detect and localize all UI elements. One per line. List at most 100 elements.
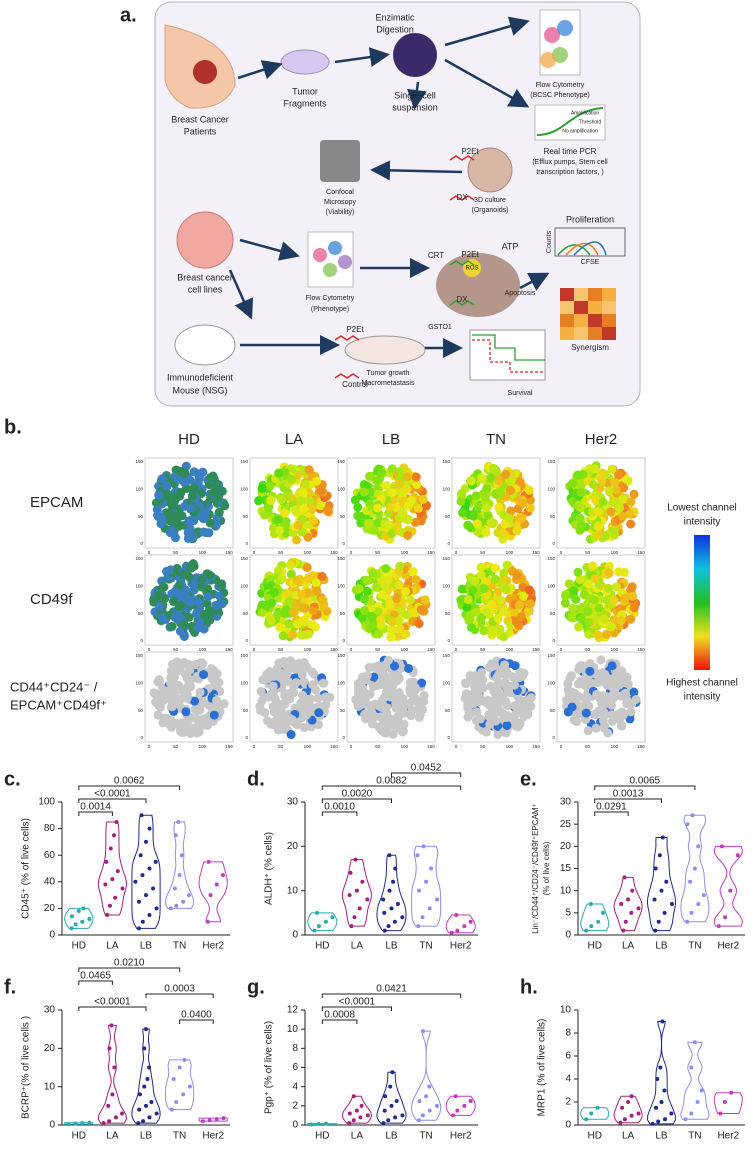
map-cell [584,701,594,711]
map-cell [588,480,598,490]
map-tick: 0 [148,744,151,749]
map-cell [476,614,486,624]
map-tick: 150 [637,647,645,652]
map-cell [269,587,279,597]
map-tick: 50 [138,708,144,713]
prolif-curve [573,241,607,256]
map-tick: 100 [135,681,143,686]
map-cell [381,564,391,574]
map-tick: 150 [240,556,248,561]
map-cell [392,593,402,603]
p-value: 0.0452 [411,763,442,774]
diagram-label: cell lines [188,284,223,294]
map-cell [574,622,584,632]
map-tick: 100 [240,487,248,492]
map-cell [357,613,367,623]
data-point [692,866,697,871]
data-point [108,846,113,851]
data-point [416,1118,421,1123]
map-tick: 50 [375,647,381,652]
violin [164,821,195,909]
map-cell [284,619,294,629]
map-cell [203,613,213,623]
map-cell [385,502,395,512]
map-cell [607,661,617,671]
map-cell [623,476,633,486]
map-cell [398,508,408,518]
map-cell [490,574,500,584]
data-point [462,924,467,929]
map-cell [167,622,177,632]
map-cell [364,518,374,528]
map-cell [498,529,508,539]
map-cell [575,513,585,523]
heat-cell [560,301,574,314]
map-cell [590,574,600,584]
x-tick-label: TN [173,1131,186,1142]
data-point [141,1119,146,1124]
diagram-label: Microsopy [324,199,356,206]
map-cell [153,591,163,601]
data-point [105,913,110,918]
x-tick-label: HD [587,1131,601,1142]
data-point [589,924,594,929]
panel-label: g. [247,976,265,998]
data-point [110,1092,115,1097]
y-tick-label: 30 [44,1005,56,1016]
diagram-label: transcription factors, ) [536,169,603,176]
y-tick-label: 20 [44,903,56,914]
map-cell [359,594,369,604]
data-point [147,826,152,831]
diagram-label: DX [456,193,468,202]
map-cell [380,581,390,591]
data-point [316,1122,321,1127]
map-cell [494,502,504,512]
y-tick-label: 4 [292,1081,298,1092]
violin [64,907,94,929]
data-point [381,897,386,902]
data-point [181,899,186,904]
map-cell [210,669,220,679]
data-point [389,1103,394,1108]
cells-icon [393,33,437,77]
data-point [353,857,358,862]
data-point [382,928,387,933]
map-cell [388,729,398,739]
map-cell [525,503,535,513]
map-cell [461,678,471,688]
data-point [653,866,658,871]
map-tick: 100 [401,550,409,555]
map-cell [600,615,610,625]
y-axis-label: Pgp⁺ (% of live cells) [264,1021,275,1114]
map-tick: 0 [552,541,555,546]
data-point [427,906,432,911]
row-label: CD44⁺CD24⁻ / [10,679,98,694]
map-cell [277,495,287,505]
map-tick: 50 [480,744,486,749]
map-cell [202,599,212,609]
data-point [723,915,728,920]
y-tick-label: 40 [44,876,56,887]
map-cell [296,630,306,640]
map-cell [179,477,189,487]
map-cell [472,519,482,529]
map-tick: 100 [442,681,450,686]
map-cell [490,563,500,573]
data-point [76,909,81,914]
violin [646,1021,677,1125]
data-point [622,1117,627,1122]
map-cell [411,575,421,585]
data-point [395,901,400,906]
data-point [630,888,635,893]
map-tick: 150 [330,647,338,652]
arrow [444,58,530,108]
map-cell [411,472,421,482]
map-tick: 150 [427,744,435,749]
map-cell [199,670,209,680]
map-cell [604,568,614,578]
data-point [147,913,152,918]
map-cell [273,713,283,723]
map-tick: 0 [560,744,563,749]
flow-cluster [540,52,556,68]
map-cell [506,477,516,487]
